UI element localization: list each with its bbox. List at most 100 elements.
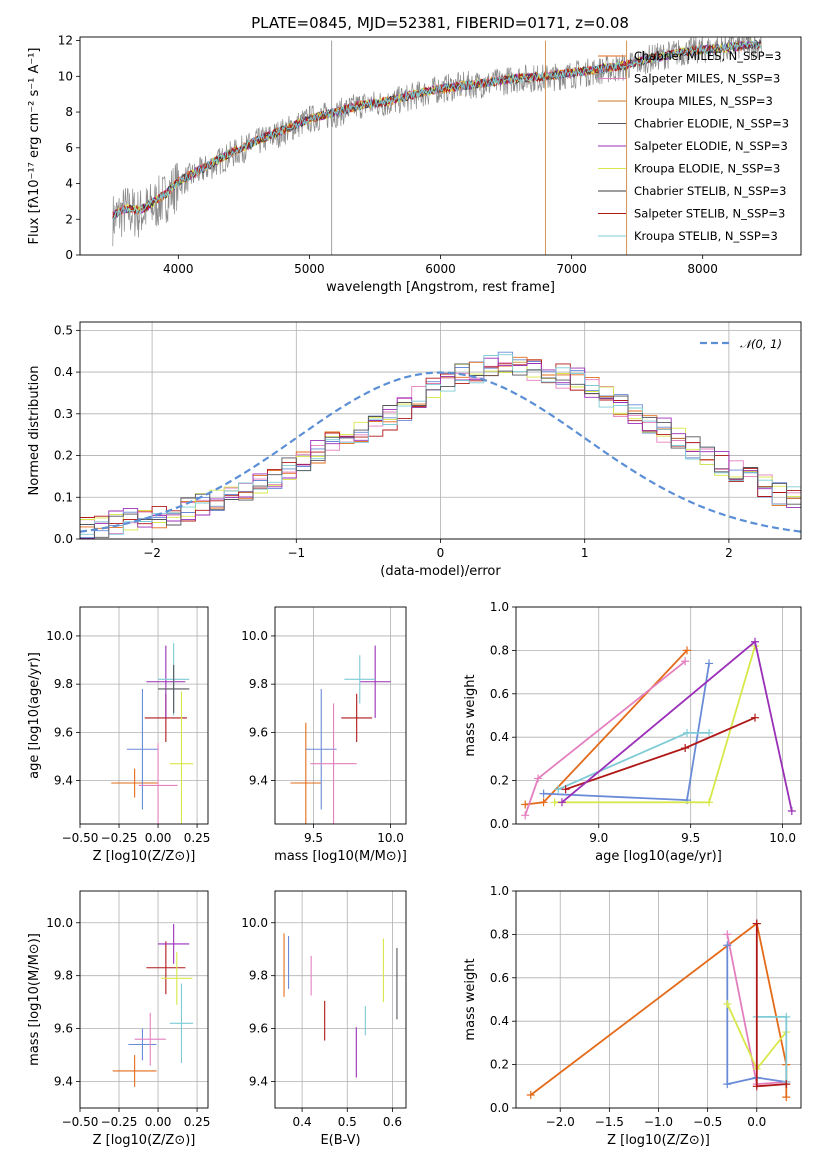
y-tick-label: 0.4: [54, 365, 73, 379]
weight-marker: [554, 785, 563, 794]
x-tick-label: −0.25: [101, 831, 138, 845]
legend-label: Chabrier STELIB, N_SSP=3: [634, 184, 786, 198]
panel-residuals: −2 −1 0 1 2 0.0 0.1 0.2 0.3 0.4 0.5 (data-model)/er…: [27, 321, 802, 579]
weight-marker: [751, 637, 760, 646]
y-tick-label: 6: [65, 141, 73, 155]
weight-marker: [751, 713, 760, 722]
x-tick-label: −1: [287, 546, 305, 560]
x-tick-label: 7000: [556, 262, 587, 276]
x-tick-label: −1.0: [644, 1115, 673, 1129]
weight-marker: [752, 919, 761, 928]
legend-label: Kroupa STELIB, N_SSP=3: [634, 229, 778, 243]
axes-frame: [274, 606, 407, 825]
weight-marker: [539, 789, 548, 798]
weight-marker: [557, 798, 566, 807]
y-tick-label: 10.0: [241, 629, 268, 643]
weight-marker: [723, 1080, 732, 1089]
panel-weight_vs_age: 9.0 9.5 10.0 0.0 0.2 0.4 0.6 0.8 1.0 age [log10(a…: [463, 600, 802, 864]
weight-line-6: [565, 716, 756, 791]
plot-area: [112, 924, 194, 1087]
axes-frame: [79, 36, 802, 256]
axes-frame: [274, 890, 407, 1109]
y-tick-label: 9.8: [249, 677, 268, 691]
weight-line-3: [543, 663, 710, 802]
weight-marker: [683, 728, 691, 737]
x-axis-label: wavelength [Angstrom, rest frame]: [326, 280, 555, 295]
panel-age_vs_mass: 9.5 10.0 9.4 9.6 9.8 10.0 mass [log10(M/M⊙)]: [241, 606, 407, 864]
x-tick-label: −2.0: [546, 1115, 575, 1129]
weight-marker: [787, 806, 796, 815]
x-tick-label: 0: [437, 546, 445, 560]
weight-marker: [521, 800, 530, 809]
y-tick-label: 10.0: [46, 629, 73, 643]
axes-frame: [79, 606, 209, 825]
y-tick-label: 9.4: [54, 774, 73, 788]
weight-marker: [752, 1082, 761, 1091]
x-tick-label: −0.50: [62, 1115, 99, 1129]
y-tick-label: 4: [65, 177, 73, 191]
weight-marker: [534, 774, 543, 783]
y-tick-label: 0: [65, 248, 73, 262]
plot-area: [521, 637, 796, 820]
weight-marker: [526, 1090, 535, 1099]
x-axis-label: mass [log10(M/M⊙)]: [274, 849, 407, 864]
x-tick-label: −0.50: [62, 831, 99, 845]
weight-marker: [681, 744, 690, 753]
x-axis-label: Z [log10(Z/Z⊙)]: [93, 849, 196, 864]
legend-label: Salpeter ELODIE, N_SSP=3: [634, 139, 788, 153]
x-tick-label: 0.25: [184, 1115, 211, 1129]
weight-marker: [521, 811, 530, 820]
y-tick-label: 0.0: [490, 1101, 509, 1115]
y-tick-label: 0.3: [54, 407, 73, 421]
y-tick-label: 9.6: [54, 1022, 73, 1036]
axes-frame: [79, 890, 209, 1109]
x-axis-label: (data-model)/error: [380, 564, 501, 579]
weight-line-1: [525, 649, 688, 806]
y-axis-label: Flux [fλ10⁻¹⁷ erg cm⁻² s⁻¹ A⁻¹]: [27, 48, 42, 245]
axes-frame: [515, 606, 802, 825]
y-tick-label: 0.0: [490, 817, 509, 831]
y-tick-label: 9.8: [249, 969, 268, 983]
plot-area: [290, 645, 391, 824]
x-tick-label: 0.00: [145, 1115, 172, 1129]
x-tick-label: 0.00: [145, 831, 172, 845]
x-tick-label: 0.6: [383, 1115, 402, 1129]
x-tick-label: 9.5: [304, 831, 323, 845]
y-tick-label: 10: [58, 69, 73, 83]
x-tick-label: 0.4: [293, 1115, 312, 1129]
y-tick-label: 0.4: [490, 1014, 509, 1028]
weight-marker: [561, 785, 570, 794]
plot-area: [112, 37, 762, 255]
legend-label: Kroupa ELODIE, N_SSP=3: [634, 162, 780, 176]
x-tick-label: −0.5: [693, 1115, 722, 1129]
x-tick-label: 4000: [163, 262, 194, 276]
y-tick-label: 8: [65, 105, 73, 119]
legend-label: Chabrier ELODIE, N_SSP=3: [634, 117, 789, 131]
legend-label: Salpeter STELIB, N_SSP=3: [634, 207, 785, 221]
x-axis-label: E(B-V): [320, 1133, 360, 1148]
plot-area: [80, 351, 801, 539]
y-tick-label: 12: [58, 34, 73, 48]
weight-marker: [705, 728, 714, 737]
legend-label: Salpeter MILES, N_SSP=3: [634, 72, 780, 86]
x-tick-label: 9.0: [589, 831, 608, 845]
axes-frame: [79, 321, 802, 540]
y-tick-label: 0.2: [490, 1058, 509, 1072]
x-tick-label: 0.25: [184, 831, 211, 845]
y-tick-label: 0.2: [54, 449, 73, 463]
legend-label: Kroupa MILES, N_SSP=3: [634, 94, 773, 108]
plot-area: [526, 919, 791, 1102]
weight-marker: [782, 1012, 791, 1021]
x-tick-label: 5000: [294, 262, 325, 276]
weight-marker: [723, 930, 732, 939]
plot-area: [283, 933, 398, 1078]
weight-marker: [705, 798, 714, 807]
weight-line-3: [726, 945, 787, 1086]
x-tick-label: 2: [725, 546, 733, 560]
y-tick-label: 1.0: [490, 884, 509, 898]
y-tick-label: 1.0: [490, 600, 509, 614]
x-tick-label: 8000: [687, 262, 718, 276]
weight-marker: [681, 657, 690, 666]
y-tick-label: 0.6: [490, 687, 509, 701]
